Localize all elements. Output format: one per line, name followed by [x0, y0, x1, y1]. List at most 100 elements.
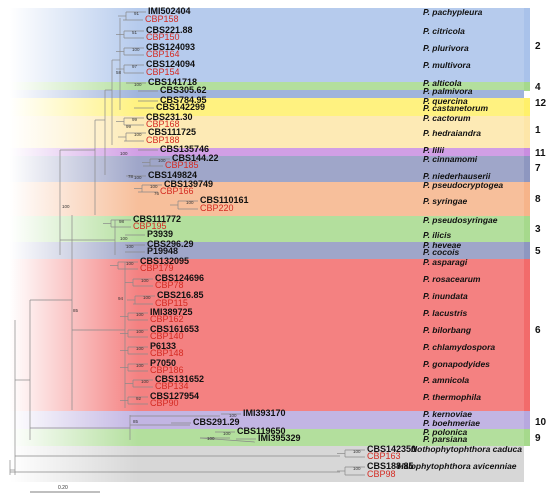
clade-number: 4	[535, 82, 541, 93]
strain-label: CBS291.29	[193, 417, 240, 427]
strain-label: CBS111725	[148, 127, 196, 137]
isolate-label: CBP188	[146, 135, 180, 145]
bootstrap-value: 100	[136, 363, 144, 368]
clade-number: 11	[535, 148, 546, 159]
clade-number: 7	[535, 163, 541, 174]
bootstrap-value: 100	[136, 346, 144, 351]
species-name: P. cocois	[423, 247, 459, 257]
bootstrap-value: 100	[143, 295, 151, 300]
bootstrap-value: 100	[229, 413, 237, 418]
bootstrap-value: 94	[118, 296, 124, 301]
bootstrap-value: 100	[132, 47, 140, 52]
strain-label: P19948	[147, 246, 178, 256]
strain-label: IMI502404	[148, 6, 191, 16]
species-name: P. pachypleura	[423, 7, 483, 17]
bootstrap-value: 100	[158, 158, 166, 163]
species-name: P. cinnamomi	[423, 154, 478, 164]
bootstrap-value: 100	[134, 175, 142, 180]
clade-bar	[524, 429, 530, 446]
clade-number: 1	[535, 125, 541, 136]
bootstrap-value: 100	[120, 151, 128, 156]
strain-label: CBS221.88	[146, 25, 193, 35]
strain-label: CBS142350	[367, 444, 416, 454]
species-name: P. syringae	[423, 196, 468, 206]
clade-bar	[524, 411, 530, 429]
clade-bar	[524, 82, 530, 91]
strain-label: CBS305.62	[160, 85, 207, 95]
strain-label: CBS231.30	[146, 112, 193, 122]
isolate-label: CBP148	[150, 348, 184, 358]
strain-label: CBS144.22	[172, 153, 219, 163]
bootstrap-value: 100	[136, 329, 144, 334]
tree-branches	[9, 11, 365, 476]
species-name: P. palmivora	[423, 86, 473, 96]
strain-label: CBS132095	[140, 256, 189, 266]
bootstrap-value: 100	[120, 236, 128, 241]
species-name: P. pseudocryptogea	[423, 180, 503, 190]
bootstrap-value: 100	[134, 82, 142, 87]
isolate-label: CBP115	[155, 298, 188, 308]
species-name: P. rosacearum	[423, 274, 481, 284]
bootstrap-value: 91	[134, 11, 140, 16]
bootstrap-value: 78	[128, 174, 134, 179]
clade-bar	[524, 156, 530, 182]
clade-bar	[524, 116, 530, 148]
clade-number: 8	[535, 194, 541, 205]
bootstrap-value: 99	[126, 124, 132, 129]
isolate-label: CBP166	[160, 186, 194, 196]
clade-bar	[524, 182, 530, 216]
species-name: P. citricola	[423, 26, 465, 36]
bootstrap-value: 100	[223, 431, 231, 436]
bootstrap-value: 92	[136, 396, 142, 401]
clade-number: 9	[535, 433, 541, 444]
strain-label: P3939	[147, 229, 173, 239]
isolate-label: CBP98	[367, 469, 396, 479]
isolate-label: CBP179	[140, 263, 174, 273]
bootstrap-value: 76	[154, 191, 160, 196]
bootstrap-value: 97	[132, 64, 138, 69]
strain-label: CBS124696	[155, 273, 204, 283]
bootstrap-value: 85	[133, 419, 139, 424]
strain-label: CBS216.85	[157, 290, 204, 300]
bootstrap-value: 100	[186, 200, 194, 205]
species-name: P. thermophila	[423, 392, 481, 402]
bootstrap-value: 98	[119, 219, 125, 224]
branch	[199, 437, 256, 443]
species-name: P. kernoviae	[423, 409, 472, 419]
clade-number: 12	[535, 98, 547, 109]
strain-label: P7050	[150, 358, 176, 368]
band-fade	[10, 8, 524, 482]
scale-bar: 0.20	[30, 485, 100, 493]
bootstrap-value: 100	[207, 436, 215, 441]
strain-label: CBS139749	[164, 179, 213, 189]
species-name: P. bilorbang	[423, 325, 472, 335]
species-name: P. hedraiandra	[423, 128, 481, 138]
strain-label: CBS110161	[200, 195, 249, 205]
clade-bar	[524, 216, 530, 242]
bootstrap-value: 100	[62, 204, 70, 209]
scale-bar-label: 0.20	[58, 485, 68, 491]
species-name: P. lilii	[423, 145, 445, 155]
bootstrap-value: 100	[136, 312, 144, 317]
species-name: P. quercina	[423, 96, 468, 106]
strain-label: P6133	[150, 341, 176, 351]
species-name: P. chlamydospora	[423, 342, 495, 352]
clade-number: 3	[535, 224, 541, 235]
bootstrap-value: 58	[116, 70, 122, 75]
isolate-label: CBP163	[367, 451, 401, 461]
strain-label: CBS142299	[156, 102, 205, 112]
bootstrap-value: 100	[353, 466, 361, 471]
strain-label: CBS161653	[150, 324, 199, 334]
bootstrap-value: 100	[141, 278, 149, 283]
species-name: P. castanetorum	[423, 103, 488, 113]
isolate-label: CBP186	[150, 365, 184, 375]
strain-label: IMI395329	[258, 433, 301, 443]
species-name: P. multivora	[423, 60, 471, 70]
strain-label: CBS149824	[148, 170, 197, 180]
strain-label: CBS188.85	[367, 461, 414, 471]
clade-color-bands	[10, 8, 524, 482]
clade-number: 2	[535, 41, 541, 52]
isolate-label: CBP195	[133, 221, 167, 231]
